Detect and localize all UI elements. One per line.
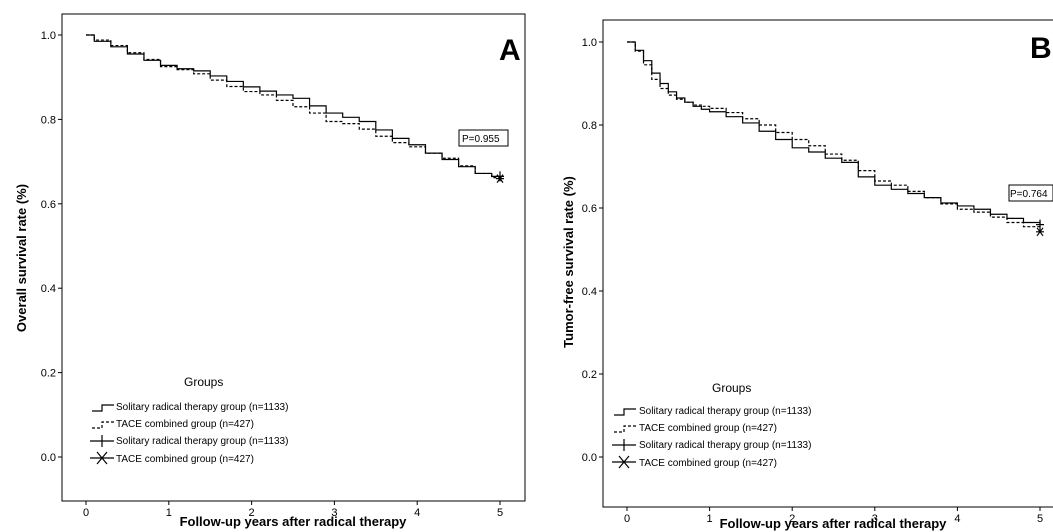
x-tick-label: 0 [83,507,89,519]
survival-curve-solitary [627,41,1041,225]
legend-b: Groups Solitary radical therapy group (n… [612,381,811,469]
legend-title-b: Groups [712,381,751,395]
p-value-box-a: P=0.955 [458,129,509,147]
p-value-frame-b [1008,184,1053,202]
panel-a: A Overall survival rate (%) Follow-up ye… [14,13,526,529]
y-tick-label: 0.2 [41,368,56,380]
p-value-frame-a [458,129,509,147]
y-tick-label: 0.8 [582,120,597,132]
x-axis-b: 0 1 2 3 4 5 [624,507,1043,525]
p-value-b: P=0.764 [1010,189,1048,200]
censor-plus-marker [1036,219,1044,230]
x-tick-label: 4 [954,513,960,525]
legend-entry-a-3: Solitary radical therapy group (n=1133) [116,436,288,447]
y-axis-b: 0.0 0.2 0.4 0.6 0.8 1.0 [582,37,603,464]
legend-entry-a-1: Solitary radical therapy group (n=1133) [116,402,288,413]
panel-letter-b: B [1030,32,1052,65]
y-tick-label: 0.4 [582,286,597,298]
legend-a: Groups Solitary radical therapy group (n… [90,375,288,465]
censor-star-marker [1036,227,1044,237]
legend-title-a: Groups [184,375,223,389]
x-axis-title-a: Follow-up years after radical therapy [180,514,408,529]
x-tick-label: 4 [414,507,420,519]
y-tick-label: 0.0 [41,452,56,464]
x-tick-label: 3 [331,507,337,519]
legend-entry-b-4: TACE combined group (n=427) [639,458,777,469]
p-value-box-b: P=0.764 [1008,184,1053,202]
y-tick-label: 0.4 [41,283,56,295]
legend-entry-a-4: TACE combined group (n=427) [116,454,254,465]
plot-frame-b [602,19,1053,508]
legend-entry-b-2: TACE combined group (n=427) [639,423,777,434]
legend-dashed-step-icon-b [614,425,636,433]
survival-curve-tace [86,34,500,179]
x-axis-title-b: Follow-up years after radical therapy [720,516,948,531]
x-tick-label: 5 [497,507,503,519]
legend-plus-icon-b [612,439,636,451]
p-value-a: P=0.955 [462,134,500,145]
panel-b: B Tumor-free survival rate (%) Follow-up… [561,19,1053,531]
x-tick-label: 2 [249,507,255,519]
legend-solid-step-icon-b [614,408,636,416]
survival-curve-tace [627,41,1041,231]
plot-frame-a [61,13,526,502]
series-lines-a [86,34,504,183]
legend-star-icon-b [612,455,636,469]
censor-star-marker [496,174,504,183]
censor-plus-marker [496,171,504,182]
legend-entry-b-1: Solitary radical therapy group (n=1133) [639,406,811,417]
x-axis-a: 0 1 2 3 4 5 [83,501,503,519]
legend-entry-b-3: Solitary radical therapy group (n=1133) [639,440,811,451]
y-tick-label: 0.2 [582,369,597,381]
legend-plus-icon-a [90,435,114,447]
panel-letter-a: A [499,34,521,67]
x-tick-label: 1 [166,507,172,519]
legend-star-icon-a [90,451,114,465]
y-tick-label: 0.8 [41,114,56,126]
y-tick-label: 0.0 [582,452,597,464]
x-tick-label: 2 [789,513,795,525]
y-tick-label: 0.6 [41,199,56,211]
x-tick-label: 3 [872,513,878,525]
x-tick-label: 0 [624,513,630,525]
y-axis-a: 0.0 0.2 0.4 0.6 0.8 1.0 [41,30,62,464]
y-axis-title-b: Tumor-free survival rate (%) [561,176,576,348]
y-tick-label: 1.0 [41,30,56,42]
y-tick-label: 1.0 [582,37,597,49]
x-tick-label: 1 [707,513,713,525]
y-tick-label: 0.6 [582,203,597,215]
legend-dashed-step-icon-a [92,421,114,429]
legend-solid-step-icon-a [92,404,114,412]
legend-entry-a-2: TACE combined group (n=427) [116,419,254,430]
series-lines-b [627,41,1044,237]
x-tick-label: 5 [1037,513,1043,525]
y-axis-title-a: Overall survival rate (%) [14,184,29,332]
